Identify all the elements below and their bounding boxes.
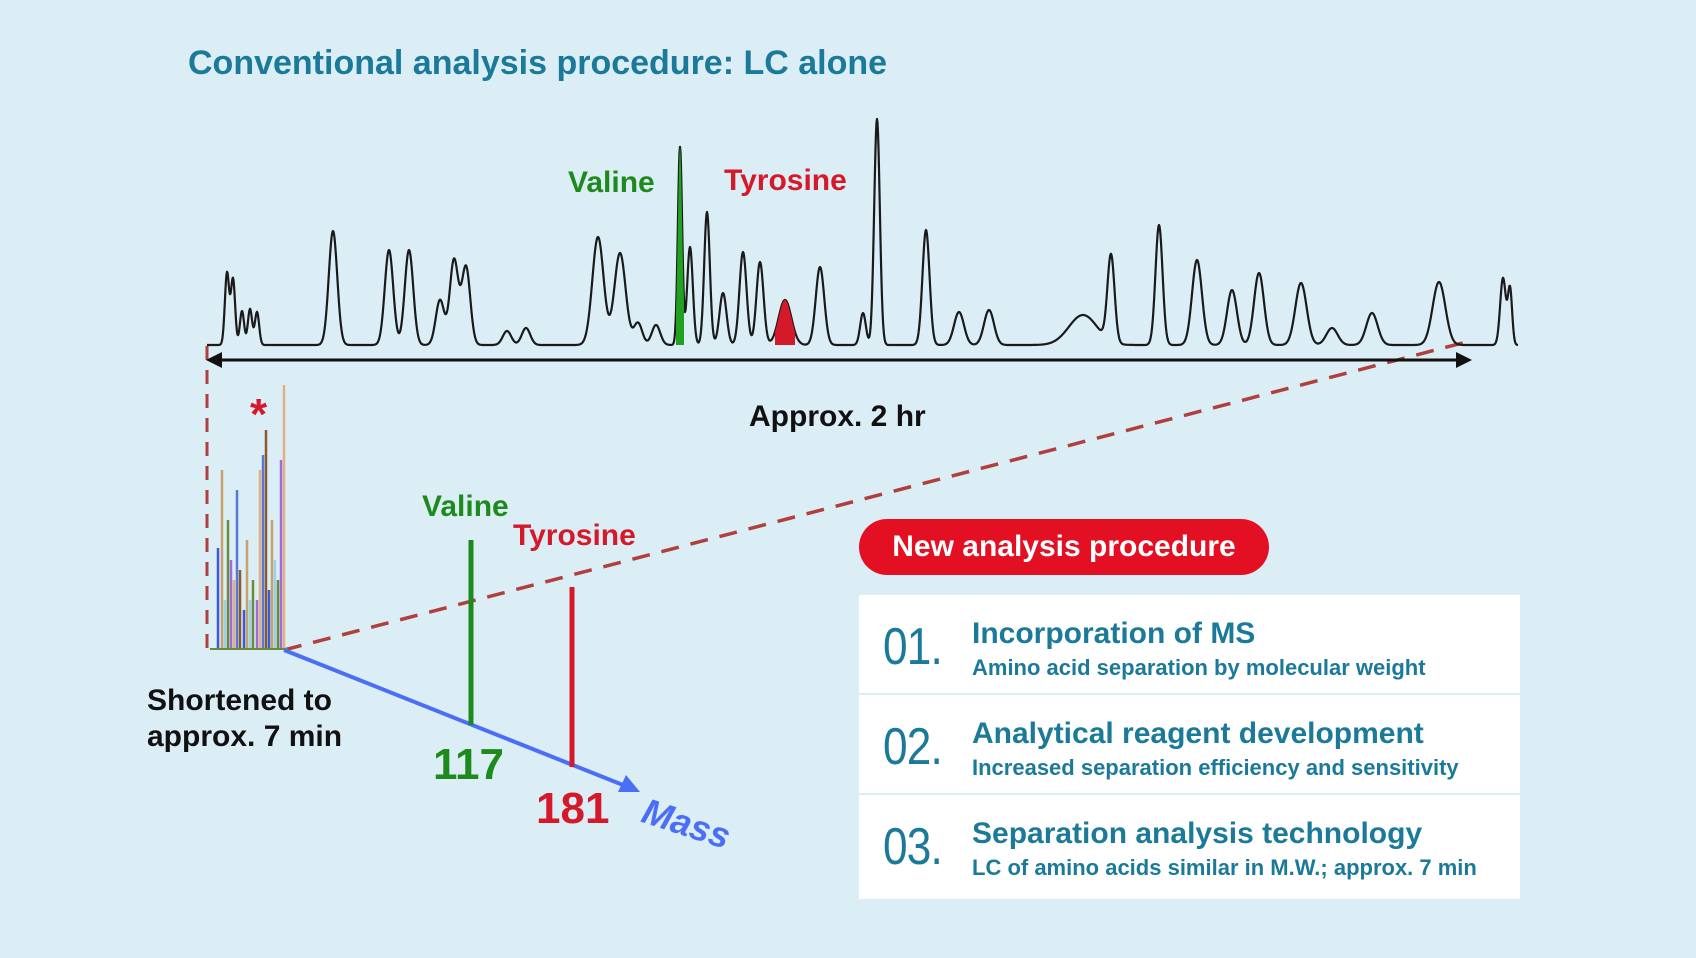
page-title: Conventional analysis procedure: LC alon… [188,44,888,82]
step-number: 01. [883,618,943,676]
step-title: Incorporation of MS [972,617,1256,650]
compressed-chromatogram [210,385,288,650]
procedure-step-row: 03. Separation analysis technology LC of… [859,795,1520,899]
shortened-label-line2: approx. 7 min [147,720,343,753]
step-number: 02. [883,718,943,776]
valine-label-conventional: Valine [568,166,655,199]
duration-label: Approx. 2 hr [749,400,926,433]
procedure-steps-panel: 01. Incorporation of MS Amino acid separ… [859,595,1520,899]
tyrosine-peak-highlight [775,300,795,345]
procedure-step-row: 01. Incorporation of MS Amino acid separ… [859,595,1520,695]
valine-label-new: Valine [422,490,509,523]
procedure-step-row: 02. Analytical reagent development Incre… [859,695,1520,795]
step-number: 03. [883,818,943,876]
tyrosine-label-new: Tyrosine [513,519,636,552]
tyrosine-label-conventional: Tyrosine [724,164,847,197]
step-title: Analytical reagent development [972,717,1424,750]
zoom-dashed-line-right [283,339,1471,652]
step-description: LC of amino acids similar in M.W.; appro… [972,855,1477,880]
new-procedure-heading: New analysis procedure [859,519,1269,575]
asterisk-marker: * [250,390,268,439]
step-title: Separation analysis technology [972,817,1423,850]
shortened-label-line1: Shortened to [147,684,332,717]
tyrosine-mass-value: 181 [536,784,610,833]
valine-peak-highlight [676,146,684,345]
duration-arrow [206,352,1472,368]
step-description: Increased separation efficiency and sens… [972,755,1459,780]
step-description: Amino acid separation by molecular weigh… [972,655,1426,680]
chromatogram-trace [206,117,1519,347]
valine-mass-value: 117 [433,740,504,789]
